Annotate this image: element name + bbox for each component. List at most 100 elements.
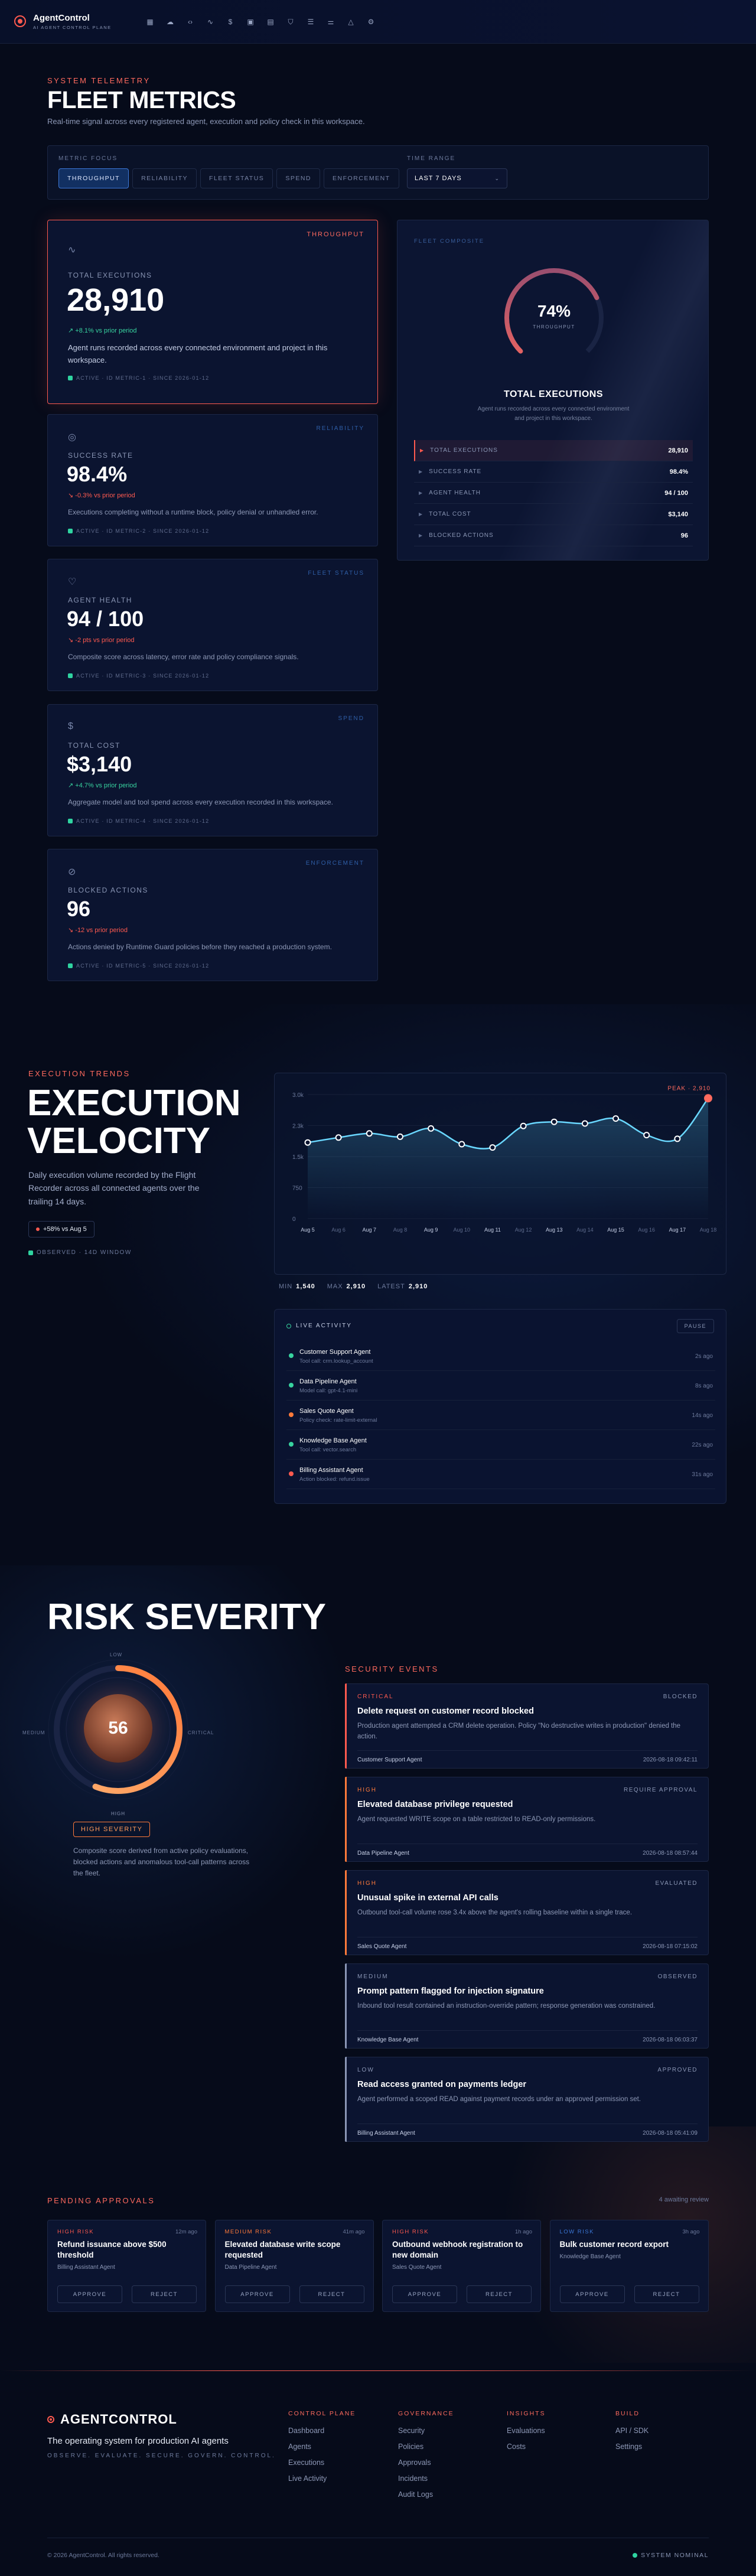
cloud-icon[interactable]: ☁ bbox=[167, 18, 174, 26]
data-point bbox=[581, 1120, 588, 1127]
approve-button[interactable]: APPROVE bbox=[57, 2285, 122, 2303]
live-activity-row[interactable]: Customer Support Agent Tool call: crm.loo… bbox=[286, 1343, 715, 1371]
reject-button[interactable]: REJECT bbox=[634, 2285, 699, 2303]
event-severity: HIGH bbox=[357, 1787, 377, 1793]
fleet-row[interactable]: ▶ TOTAL EXECUTIONS 28,910 bbox=[414, 440, 693, 461]
tab-fleet-status[interactable]: FLEET STATUS bbox=[200, 168, 273, 188]
shield-icon[interactable]: ⛉ bbox=[288, 17, 294, 26]
tab-spend[interactable]: SPEND bbox=[276, 168, 320, 188]
execution-chart: 3.0k 2.3k 1.5k 750 0 Aug 5 Aug 6 Aug 7 Aug 8 Aug … bbox=[274, 1073, 726, 1275]
page-subtitle: Real-time signal across every registered… bbox=[47, 117, 365, 126]
approvals-waiting: 4 awaiting review bbox=[659, 2196, 709, 2203]
logo-icon[interactable] bbox=[14, 15, 26, 27]
footer-link[interactable]: Approvals bbox=[398, 2458, 431, 2467]
reject-button[interactable]: REJECT bbox=[299, 2285, 364, 2303]
approve-button[interactable]: APPROVE bbox=[224, 2285, 290, 2303]
fleet-row[interactable]: ▶ SUCCESS RATE 98.4% bbox=[414, 461, 693, 483]
card-desc: Composite score across latency, error ra… bbox=[68, 653, 299, 661]
live-activity-row[interactable]: Data Pipeline Agent Model call: gpt-4.1-m… bbox=[286, 1372, 715, 1401]
card-desc: Agent runs recorded across every connect… bbox=[68, 343, 328, 364]
fleet-row[interactable]: ▶ AGENT HEALTH 94 / 100 bbox=[414, 483, 693, 504]
x-tick-label: Aug 6 bbox=[331, 1227, 346, 1233]
dollar-icon[interactable]: $ bbox=[228, 18, 233, 26]
metric-card-fleet-status[interactable]: FLEET STATUS ♡ AGENT HEALTH 94 / 100 ↘ -… bbox=[47, 559, 378, 691]
fleet-gauge: 74% THROUGHPUT bbox=[492, 256, 616, 380]
dollar-icon: $ bbox=[68, 721, 73, 731]
pause-button[interactable]: PAUSE bbox=[676, 1319, 714, 1333]
live-activity-row[interactable]: Knowledge Base Agent Tool call: vector.se… bbox=[286, 1431, 715, 1460]
footer-link[interactable]: Settings bbox=[615, 2443, 643, 2451]
alert-icon[interactable]: △ bbox=[348, 18, 354, 26]
footer-link[interactable]: Evaluations bbox=[507, 2427, 545, 2435]
live-activity-row[interactable]: Sales Quote Agent Policy check: rate-limi… bbox=[286, 1402, 715, 1430]
metric-tabs: THROUGHPUT RELIABILITY FLEET STATUS SPEN… bbox=[58, 168, 399, 188]
card-desc: Aggregate model and tool spend across ev… bbox=[68, 798, 333, 806]
brand-subtitle: AI AGENT CONTROL PLANE bbox=[33, 25, 112, 30]
footer-link[interactable]: Security bbox=[398, 2427, 425, 2435]
metric-card-spend[interactable]: SPEND $ TOTAL COST $3,140 ↗ +4.7% vs pri… bbox=[47, 704, 378, 836]
tab-enforcement[interactable]: ENFORCEMENT bbox=[324, 168, 399, 188]
tab-throughput[interactable]: THROUGHPUT bbox=[58, 168, 129, 188]
footer-link[interactable]: Audit Logs bbox=[398, 2490, 434, 2499]
data-point bbox=[428, 1125, 435, 1132]
footer-link[interactable]: Incidents bbox=[398, 2474, 428, 2483]
footer-link[interactable]: Costs bbox=[507, 2443, 526, 2451]
data-point bbox=[489, 1144, 496, 1151]
live-activity-row[interactable]: Billing Assistant Agent Action blocked: r… bbox=[286, 1461, 715, 1489]
card-delta: ↘ -2 pts vs prior period bbox=[68, 637, 135, 644]
time-range-label: TIME RANGE bbox=[407, 155, 456, 162]
time-range-select[interactable]: LAST 7 DAYS ⌄ bbox=[407, 168, 507, 188]
event-status: OBSERVED bbox=[657, 1973, 698, 1980]
card-tag: RELIABILITY bbox=[316, 425, 364, 432]
security-event-card[interactable]: LOW APPROVED Read access granted on paymen… bbox=[345, 2057, 709, 2142]
approval-agent: Sales Quote Agent bbox=[392, 2264, 442, 2271]
footer-link[interactable]: API / SDK bbox=[615, 2427, 649, 2435]
trends-desc: Daily execution volume recorded by the F… bbox=[28, 1170, 200, 1206]
metric-card-reliability[interactable]: RELIABILITY ◎ SUCCESS RATE 98.4% ↘ -0.3%… bbox=[47, 414, 378, 546]
security-event-card[interactable]: CRITICAL BLOCKED Delete request on custome… bbox=[345, 1683, 709, 1769]
event-time: 2026-08-18 05:41:09 bbox=[643, 2130, 698, 2137]
y-tick-label: 0 bbox=[292, 1216, 296, 1223]
list-icon[interactable]: ☰ bbox=[307, 18, 314, 26]
reject-button[interactable]: REJECT bbox=[132, 2285, 197, 2303]
tab-reliability[interactable]: RELIABILITY bbox=[132, 168, 197, 188]
event-desc: Agent requested WRITE scope on a table r… bbox=[357, 1816, 596, 1823]
grid-icon[interactable]: ▦ bbox=[146, 18, 154, 26]
gear-icon[interactable]: ⚙ bbox=[367, 18, 374, 26]
status-dot bbox=[289, 1442, 294, 1447]
metric-card-throughput[interactable]: THROUGHPUT ∿ TOTAL EXECUTIONS 28,910 ↗ +… bbox=[47, 220, 378, 404]
security-event-card[interactable]: HIGH REQUIRE APPROVAL Elevated database pr… bbox=[345, 1777, 709, 1862]
activity-icon[interactable]: ∿ bbox=[207, 18, 214, 26]
security-event-card[interactable]: HIGH EVALUATED Unusual spike in external A… bbox=[345, 1870, 709, 1955]
reject-button[interactable]: REJECT bbox=[467, 2285, 532, 2303]
approve-button[interactable]: APPROVE bbox=[392, 2285, 457, 2303]
fleet-row[interactable]: ▶ TOTAL COST $3,140 bbox=[414, 504, 693, 525]
footer-link[interactable]: Policies bbox=[398, 2443, 424, 2451]
activity-agent-name: Customer Support Agent bbox=[299, 1349, 371, 1356]
security-event-card[interactable]: MEDIUM OBSERVED Prompt pattern flagged for… bbox=[345, 1963, 709, 2049]
footer-link[interactable]: Live Activity bbox=[288, 2474, 327, 2483]
footer-link[interactable]: Executions bbox=[288, 2458, 325, 2467]
activity-detail: Tool call: crm.lookup_account bbox=[299, 1358, 373, 1364]
footer-brand[interactable]: AGENTCONTROL bbox=[47, 2412, 177, 2427]
time-range-value: LAST 7 DAYS bbox=[415, 175, 462, 182]
fleet-title: TOTAL EXECUTIONS bbox=[503, 389, 603, 399]
fleet-row[interactable]: ▶ BLOCKED ACTIONS 96 bbox=[414, 525, 693, 546]
metric-card-enforcement[interactable]: ENFORCEMENT ⊘ BLOCKED ACTIONS 96 ↘ -12 v… bbox=[47, 849, 378, 981]
gauge-arc bbox=[504, 268, 604, 367]
risk-title: RISK SEVERITY bbox=[47, 1597, 326, 1637]
footer-link[interactable]: Dashboard bbox=[288, 2427, 325, 2435]
block-icon: ⊘ bbox=[68, 867, 76, 877]
sliders-icon[interactable]: ⚌ bbox=[327, 18, 334, 26]
box-icon[interactable]: ▣ bbox=[247, 18, 254, 26]
data-point bbox=[704, 1094, 712, 1103]
code-icon[interactable]: ‹› bbox=[188, 18, 193, 26]
footer-link[interactable]: Agents bbox=[288, 2443, 311, 2451]
x-tick-label: Aug 14 bbox=[576, 1227, 594, 1233]
approve-button[interactable]: APPROVE bbox=[559, 2285, 625, 2303]
document-icon[interactable]: ▤ bbox=[267, 18, 274, 26]
card-tag: SPEND bbox=[338, 715, 364, 722]
page-title: FLEET METRICS bbox=[47, 86, 236, 113]
footer-sub: OBSERVE. EVALUATE. SECURE. GOVERN. CONTR… bbox=[47, 2453, 276, 2459]
brand-name[interactable]: AgentControl bbox=[33, 13, 90, 23]
